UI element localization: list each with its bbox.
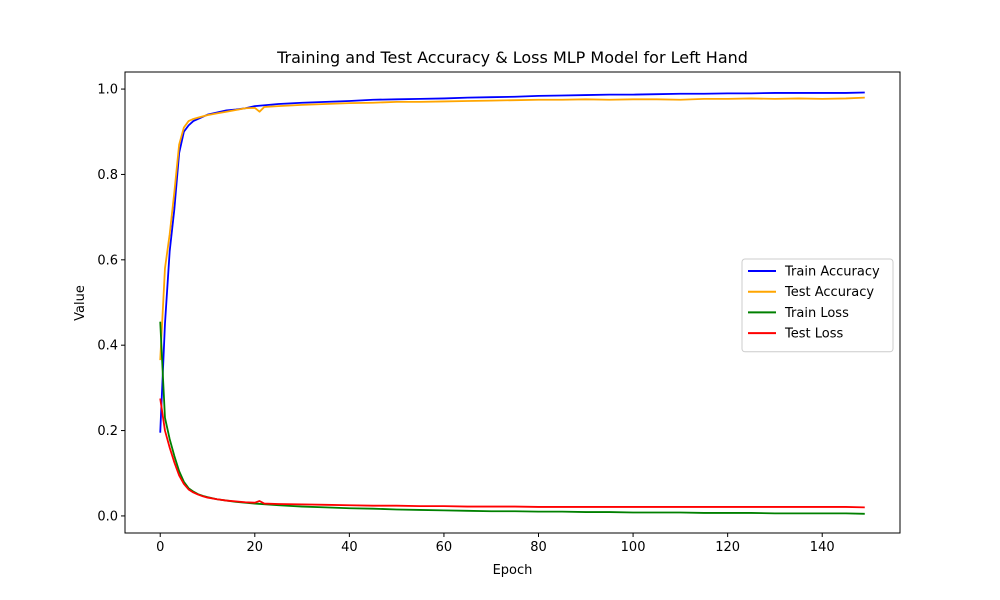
plot-area: 0 20 40 60 80 100 120 140 0.0 0.2 0.4 0.6 0.8 1.0 [97,71,901,555]
legend-label-test-loss: Test Loss [784,327,843,342]
series-line-test-loss [159,398,865,509]
series-line-train-accuracy [159,91,865,433]
legend-label-train-loss: Train Loss [784,306,849,321]
x-tick-label: 60 [436,540,453,555]
legend: Train Accuracy Test Accuracy Train Loss Tes… [741,258,894,353]
x-tick-label: 80 [530,540,547,555]
x-tick-label: 140 [810,540,835,555]
y-tick-label: 1.0 [97,83,118,98]
y-tick-label: 0.6 [97,253,118,268]
legend-label-test-accuracy: Test Accuracy [784,285,874,300]
y-axis-title: Value [73,285,88,321]
x-axis-title: Epoch [493,563,533,578]
chart-title: Training and Test Accuracy & Loss MLP Mo… [276,48,748,67]
y-tick-label: 0.2 [97,424,118,439]
legend-label-train-accuracy: Train Accuracy [784,265,880,280]
x-tick-label: 40 [341,540,358,555]
x-tick-label: 100 [621,540,646,555]
y-tick-label: 0.4 [97,339,118,354]
x-tick-label: 20 [247,540,264,555]
series-line-test-accuracy [159,96,865,361]
plot-frame [124,71,901,534]
x-tick-label: 120 [715,540,740,555]
legend-box [741,258,894,353]
x-tick-label: 0 [156,540,164,555]
y-tick-label: 0.8 [97,168,118,183]
y-tick-label: 0.0 [97,509,118,524]
